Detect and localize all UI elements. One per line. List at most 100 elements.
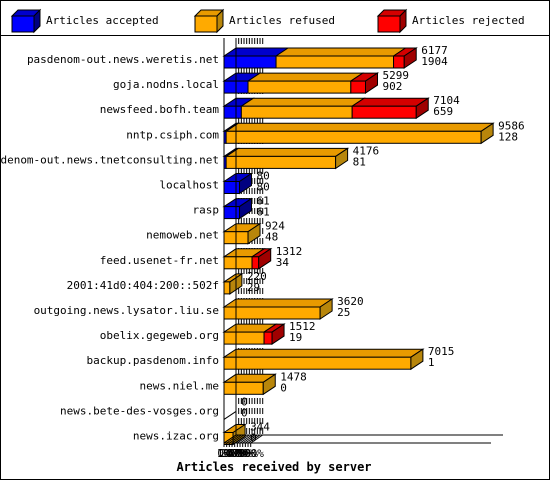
bar-segment <box>351 105 417 119</box>
value-label-upper: 5299 <box>383 69 410 82</box>
value-label-lower: 0 <box>250 432 257 445</box>
bar-segment <box>223 55 277 69</box>
x-tick-label: 30% <box>222 447 242 460</box>
value-label-upper: 1512 <box>289 320 316 333</box>
x-tick-depth <box>223 434 237 444</box>
x-axis-label: Articles received by server <box>176 460 371 474</box>
value-label-upper: 80 <box>256 170 269 183</box>
category-labels: pasdenom-out.news.weretis.net goja.nodns.… <box>0 53 219 443</box>
x-tick-labels: 0%10%20%30%40%50%60%70%80%90%100% <box>217 447 265 460</box>
bar-segment-side <box>238 197 252 220</box>
x-tick-label: 100% <box>237 447 264 460</box>
value-label-upper: 344 <box>250 421 270 434</box>
bar-segment <box>223 206 240 220</box>
bar-segment <box>223 306 321 320</box>
x-tick-label: 20% <box>219 447 239 460</box>
legend-label: Articles accepted <box>46 14 159 27</box>
x-tick-depth <box>247 434 261 444</box>
category-label: 2001:41d0:404:200::502f <box>67 279 219 292</box>
bar-segment-side <box>480 122 494 145</box>
legend-label: Articles refused <box>229 14 335 27</box>
category-label: nemoweb.net <box>146 229 219 242</box>
x-tick-label: 40% <box>225 447 245 460</box>
category-label: news.bete-des-vosges.org <box>60 404 219 417</box>
x-tick-label: 0% <box>217 447 231 460</box>
category-label: feed.usenet-fr.net <box>100 254 219 267</box>
bar-segment-side <box>247 222 261 245</box>
bar-segment-top <box>222 298 334 308</box>
bar-segment-top <box>274 47 408 57</box>
value-label-upper: 6177 <box>421 44 448 57</box>
bar-segment <box>223 356 412 370</box>
value-label-lower: 0 <box>280 381 287 394</box>
bar-segment-top <box>246 72 365 82</box>
x-tick-depth <box>226 434 239 444</box>
bar-segment <box>223 181 240 194</box>
value-label-upper: 7015 <box>428 345 455 358</box>
bar-segment-top <box>224 122 495 132</box>
value-label-upper: 7104 <box>433 94 460 107</box>
x-tick-label: 90% <box>238 447 258 460</box>
legend-swatch <box>11 15 35 33</box>
bar-segment-side <box>335 147 349 170</box>
x-tick-label: 50% <box>227 447 247 460</box>
bar-segment-side <box>403 47 417 69</box>
value-label-upper: 924 <box>265 220 285 233</box>
value-label-lower: 34 <box>276 256 290 269</box>
x-tick-depth <box>250 434 263 444</box>
value-label-lower: 659 <box>433 105 453 118</box>
category-label: newsfeed.bofh.team <box>100 103 220 116</box>
bar-segment-side <box>238 172 252 195</box>
value-label-upper: 1312 <box>276 245 303 258</box>
bar-segment-side <box>410 348 424 371</box>
bar-segment <box>225 130 482 144</box>
value-label-lower: 80 <box>256 181 269 194</box>
x-tick-label: 10% <box>217 447 237 460</box>
bar-segment-top <box>224 147 350 157</box>
bar-segment-top <box>239 97 366 107</box>
legend-swatch <box>194 15 218 33</box>
x-tick-depth <box>234 434 247 444</box>
x-tick-depth <box>237 434 250 444</box>
category-label: nntp.csiph.com <box>126 128 219 141</box>
value-label-lower: 0 <box>241 406 248 419</box>
value-label-upper: 1478 <box>280 370 307 383</box>
value-label-lower: 61 <box>256 206 269 219</box>
x-tick-depth <box>231 434 245 444</box>
value-label-lower: 1 <box>428 356 435 369</box>
value-label-upper: 61 <box>256 195 269 208</box>
axes <box>223 38 503 447</box>
bar-segment <box>223 281 231 295</box>
bar-segment <box>225 155 337 169</box>
bar-segment <box>393 55 405 69</box>
bar-segment <box>247 80 352 94</box>
category-label: pasdenom-out.news.tnetconsulting.net <box>0 153 219 166</box>
bar-segment <box>223 256 253 270</box>
bar-segment-side <box>415 97 429 120</box>
bar-segment-side <box>319 298 333 320</box>
value-label-lower: 81 <box>353 155 366 168</box>
category-label: rasp <box>193 204 220 217</box>
x-tick-depth <box>242 434 255 444</box>
bars <box>222 47 495 446</box>
x-tick-label: 80% <box>235 447 255 460</box>
bar-segment-side <box>365 72 379 95</box>
bar-segment-top <box>350 97 430 107</box>
category-label: pasdenom-out.news.weretis.net <box>27 53 219 66</box>
value-label-lower: 25 <box>337 306 350 319</box>
category-label: obelix.gegeweb.org <box>100 329 219 342</box>
bar-segment-side <box>262 373 276 396</box>
bar-segment <box>223 381 264 395</box>
value-label-lower: 19 <box>289 331 302 344</box>
x-tick-depth <box>245 434 258 444</box>
bar-segment <box>350 80 367 94</box>
value-label-upper: 4176 <box>353 144 380 157</box>
x-tick-label: 60% <box>230 447 250 460</box>
legend-label: Articles rejected <box>412 14 525 27</box>
bar-segment <box>240 105 353 119</box>
value-label-lower: 902 <box>383 80 403 93</box>
legend: Articles accepted Articles refused Article… <box>10 8 525 34</box>
value-label-upper: 9586 <box>498 119 524 132</box>
